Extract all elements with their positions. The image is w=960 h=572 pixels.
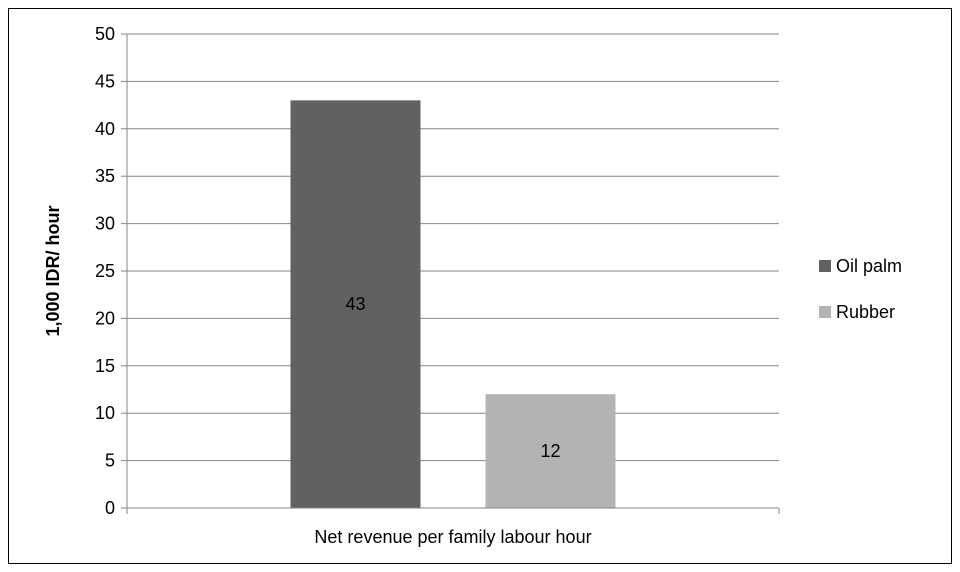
y-tick-label: 5 bbox=[105, 451, 115, 471]
axes bbox=[121, 33, 780, 514]
bars bbox=[290, 100, 616, 509]
y-tick-label: 25 bbox=[95, 261, 115, 281]
data-label-rubber: 12 bbox=[540, 441, 560, 461]
legend: Oil palm Rubber bbox=[819, 256, 902, 322]
labels: 0 5 10 15 20 25 30 35 40 45 50 43 12 Net revenue per … bbox=[95, 24, 592, 547]
legend-swatch-rubber bbox=[819, 306, 831, 318]
chart-frame: 0 5 10 15 20 25 30 35 40 45 50 43 12 Net revenue per … bbox=[8, 8, 952, 564]
bar-chart: 0 5 10 15 20 25 30 35 40 45 50 43 12 Net revenue per … bbox=[43, 24, 902, 547]
x-category-label: Net revenue per family labour hour bbox=[314, 527, 591, 547]
data-label-oil-palm: 43 bbox=[345, 294, 365, 314]
y-tick-label: 15 bbox=[95, 356, 115, 376]
y-tick-label: 0 bbox=[105, 498, 115, 518]
y-tick-label: 40 bbox=[95, 119, 115, 139]
y-tick-label: 30 bbox=[95, 214, 115, 234]
y-tick-label: 50 bbox=[95, 24, 115, 44]
y-axis-title: 1,000 IDR/ hour bbox=[43, 205, 63, 336]
y-tick-label: 20 bbox=[95, 308, 115, 328]
gridlines bbox=[127, 33, 779, 462]
y-tick-label: 35 bbox=[95, 166, 115, 186]
legend-label-oil-palm: Oil palm bbox=[836, 256, 902, 276]
bar-rubber bbox=[485, 394, 616, 508]
y-tick-label: 10 bbox=[95, 403, 115, 423]
y-tick-label: 45 bbox=[95, 71, 115, 91]
legend-label-rubber: Rubber bbox=[836, 302, 895, 322]
legend-swatch-oil-palm bbox=[819, 260, 831, 272]
bar-oil-palm bbox=[290, 100, 421, 509]
